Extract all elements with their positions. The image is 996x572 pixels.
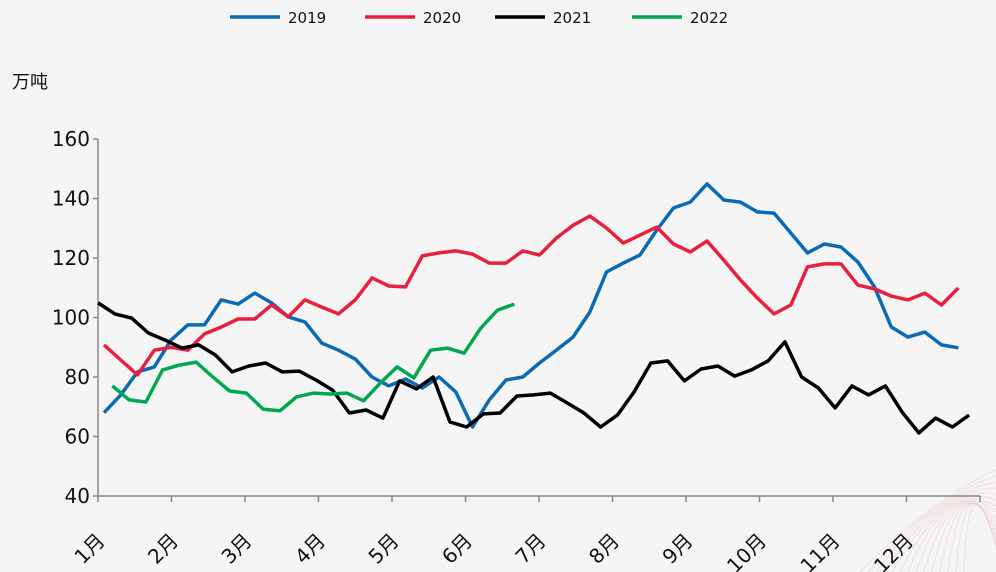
legend-item-2022: 2022 — [632, 9, 728, 27]
series-group — [97, 182, 971, 435]
x-tick-label: 9月 — [657, 529, 697, 569]
series-line-2019 — [102, 182, 959, 429]
swirl-stroke — [947, 502, 996, 572]
legend-label: 2019 — [288, 9, 326, 27]
x-tick-label: 8月 — [584, 529, 624, 569]
x-tick-label: 11月 — [795, 529, 844, 572]
x-tick-label: 1月 — [69, 529, 109, 569]
legend-label: 2022 — [690, 9, 728, 27]
x-tick-label: 6月 — [437, 529, 477, 569]
y-axis-unit-label: 万吨 — [12, 72, 48, 93]
swirl-stroke — [923, 501, 996, 572]
y-tick-label: 40 — [65, 484, 90, 508]
y-tick-label: 80 — [65, 365, 90, 389]
y-tick-label: 100 — [52, 306, 90, 330]
legend: 2019 2020 2021 2022 — [230, 9, 728, 27]
y-tick-label: 120 — [52, 246, 90, 270]
x-tick-label: 7月 — [510, 529, 550, 569]
x-tick-label: 5月 — [363, 529, 403, 569]
swirl-stroke — [859, 469, 996, 572]
legend-label: 2020 — [423, 9, 461, 27]
swirl-stroke — [963, 502, 996, 572]
y-tick-label: 140 — [52, 187, 90, 211]
y-tick-label: 160 — [52, 127, 90, 151]
series-line-2020 — [102, 214, 960, 377]
background-swirl-decoration — [859, 469, 996, 572]
series-line-2021 — [97, 301, 971, 435]
legend-label: 2021 — [553, 9, 591, 27]
x-tick-label: 2月 — [143, 529, 183, 569]
swirl-stroke — [955, 503, 996, 572]
x-tick-label: 10月 — [722, 529, 771, 572]
swirl-stroke — [907, 498, 996, 572]
y-tick-label: 60 — [65, 425, 90, 449]
swirl-stroke — [867, 475, 996, 572]
x-tick-label: 4月 — [290, 529, 330, 569]
axes: 40 60 80 100 120 140 160 1月 2月 3月 4月 5月 6月 7月 8月 9月 10月 1… — [52, 127, 981, 572]
x-tick-label: 3月 — [216, 529, 256, 569]
swirl-stroke — [891, 492, 996, 572]
series-line-2022 — [111, 302, 515, 413]
swirl-stroke — [915, 500, 996, 572]
swirl-stroke — [899, 495, 996, 572]
swirl-stroke — [931, 502, 996, 572]
legend-item-2019: 2019 — [230, 9, 326, 27]
swirl-stroke — [939, 502, 996, 572]
swirl-stroke — [883, 487, 996, 572]
swirl-stroke — [875, 481, 996, 572]
legend-item-2021: 2021 — [495, 9, 591, 27]
legend-item-2020: 2020 — [365, 9, 461, 27]
